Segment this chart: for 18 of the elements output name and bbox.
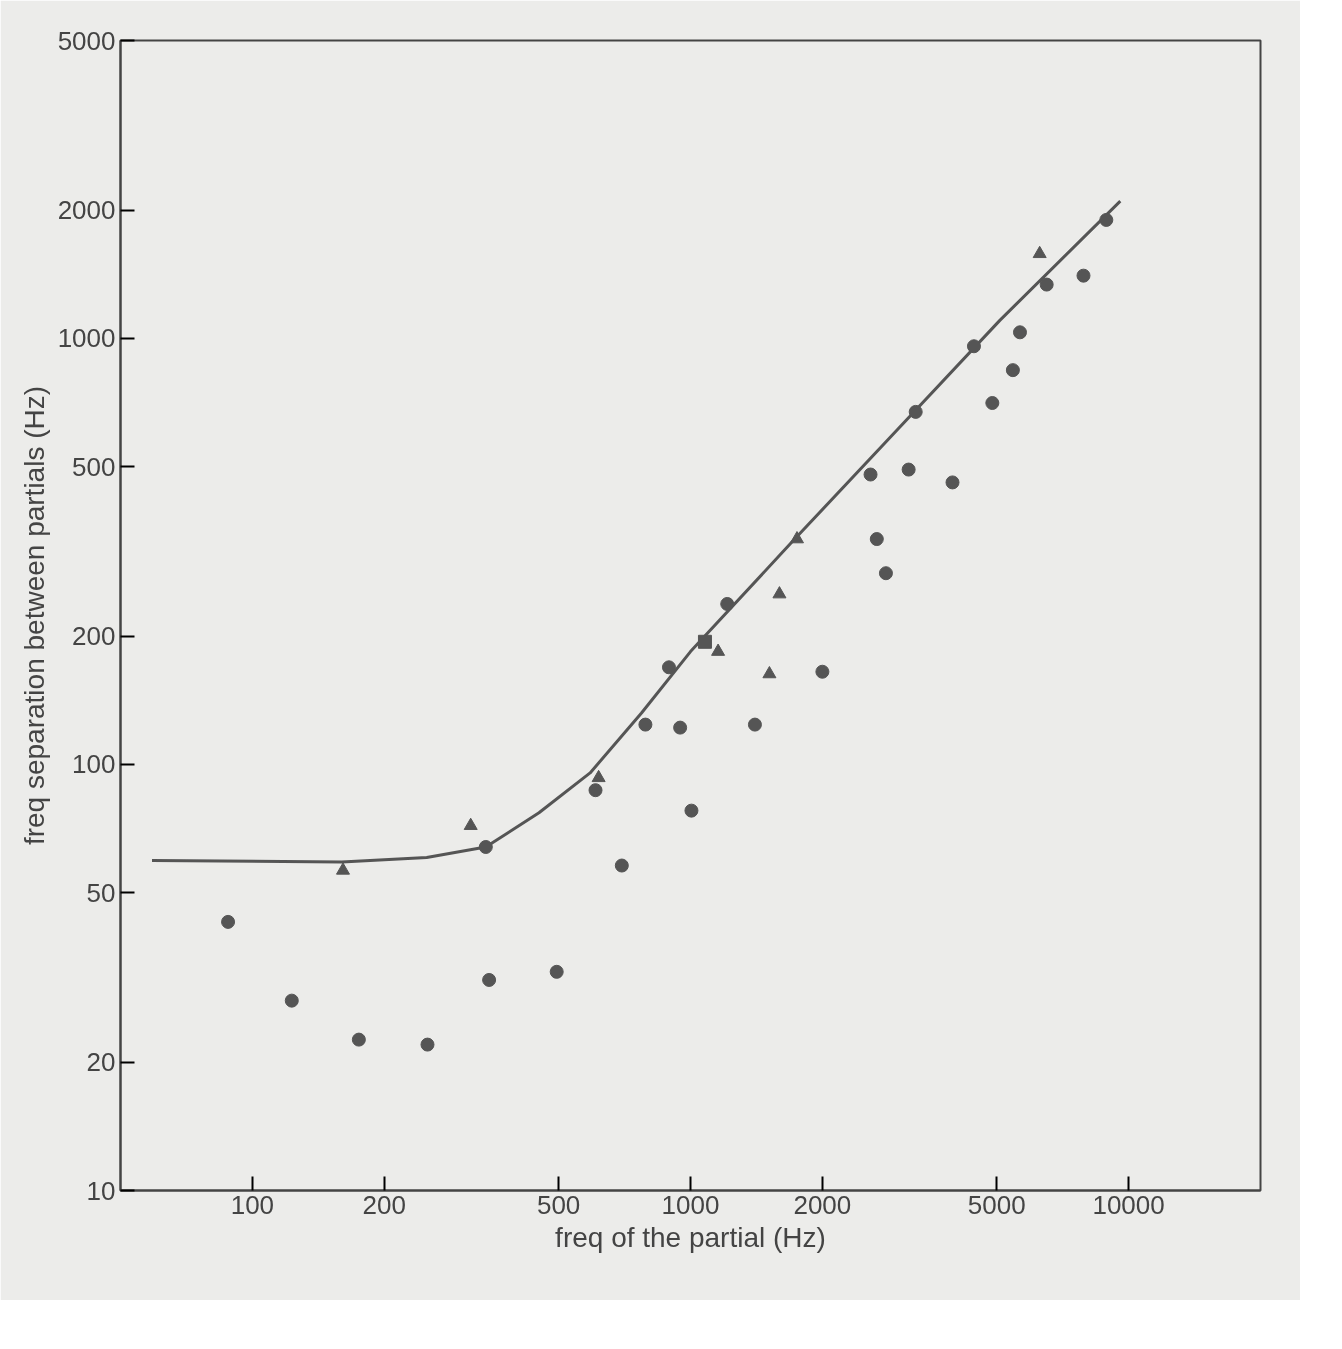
y-tick-label: 10	[86, 1175, 116, 1206]
x-tick-label: 100	[230, 1189, 275, 1220]
x-tick-label: 200	[362, 1189, 406, 1220]
x-tick-label: 500	[536, 1189, 581, 1220]
x-axis-title: freq of the partial (Hz)	[555, 1221, 826, 1253]
y-tick-label: 200	[72, 621, 116, 652]
y-tick-label: 2000	[57, 195, 116, 226]
x-tick-label: 1000	[661, 1189, 720, 1220]
y-tick-label: 500	[72, 451, 116, 482]
y-tick-label: 50	[86, 877, 116, 908]
y-tick-label: 1000	[57, 323, 116, 354]
y-axis-title: freq separation between partials (Hz)	[18, 385, 50, 846]
y-tick-label: 20	[86, 1047, 116, 1078]
y-tick-label: 100	[72, 749, 116, 780]
x-tick-label: 2000	[793, 1189, 852, 1220]
y-tick-label: 5000	[57, 25, 116, 56]
x-tick-label: 10000	[1092, 1189, 1165, 1220]
x-tick-label: 5000	[967, 1189, 1026, 1220]
